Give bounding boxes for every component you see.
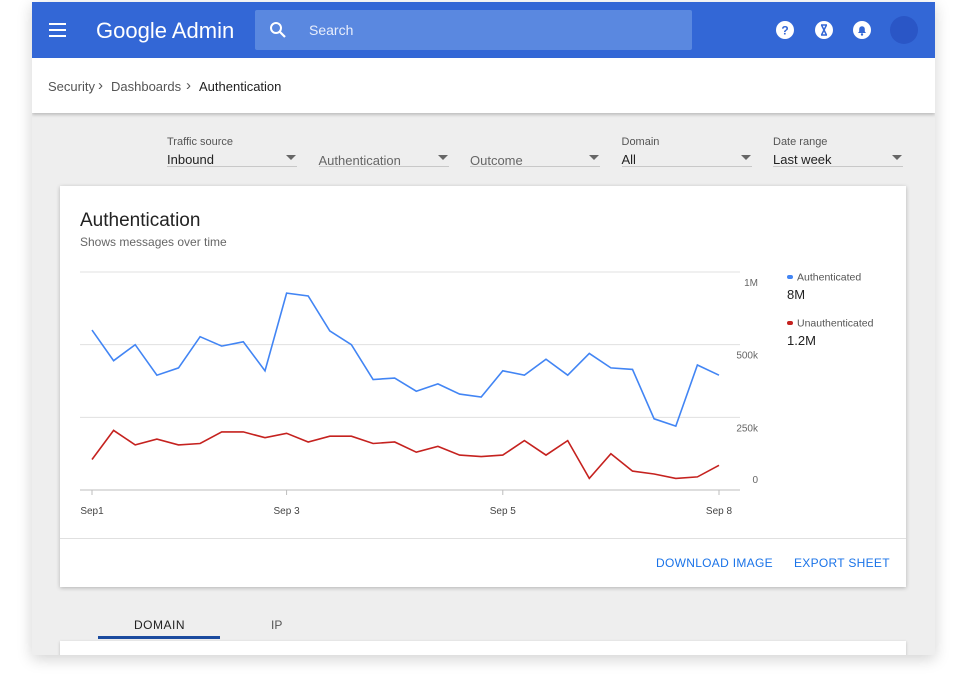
dropdown-arrow [437,155,448,160]
breadcrumb-separator: › [98,77,103,94]
filter-dropdown[interactable]: Outcome [470,136,600,168]
arrow-shape [740,155,751,160]
arrow-shape [589,155,599,160]
card-title: Authentication [80,210,201,231]
filter-dropdown[interactable]: Authentication [318,136,449,168]
filter-dropdown[interactable]: Date range Last week [773,136,903,167]
y-tick-label: 250k [736,423,759,434]
filter-dropdown[interactable]: Traffic source Inbound [167,136,297,167]
dropdown-arrow [740,155,751,160]
chart-card: Authentication Shows messages over time … [60,186,906,587]
legend-swatch [787,321,793,325]
menu-icon[interactable] [48,20,68,40]
breadcrumb[interactable]: Dashboards [111,79,182,94]
y-tick-label: 0 [752,475,758,486]
breadcrumb[interactable]: Security [48,79,95,94]
arrow-shape [437,155,448,160]
window: Google Admin Search ? Security › Dashboa… [32,2,935,655]
breadcrumb-separator: › [186,77,191,94]
card-subtitle: Shows messages over time [80,235,227,249]
x-tick-label: Sep1 [80,506,104,517]
table-card [60,641,906,655]
search-box[interactable]: Search [255,10,692,50]
filter-value: Authentication [318,153,401,168]
filter-value: All [621,152,636,167]
filter-label: Domain [621,136,660,148]
legend-total: 1.2M [787,333,816,348]
tab-indicator [98,636,220,639]
top-bar: Google Admin Search ? [32,2,935,58]
svg-text:?: ? [781,24,788,38]
dropdown-arrow [892,155,902,160]
filter-dropdown[interactable]: Domain All [621,136,752,167]
arrow-shape [286,155,296,160]
help-icon[interactable]: ? [774,19,796,41]
filter-label: Traffic source [167,136,234,148]
dropdown-arrow [286,155,296,160]
y-tick-label: 500k [736,351,759,362]
export-button[interactable]: EXPORT SHEET [794,556,890,570]
divider [60,538,906,539]
notification-icon[interactable] [851,19,873,41]
app-name: Google Admin [96,18,235,43]
legend-swatch [787,275,793,279]
search-icon [270,22,286,38]
tab[interactable]: IP [271,618,283,632]
filter-value: Last week [773,152,832,167]
x-tick-label: Sep 8 [706,506,733,517]
filter-value: Inbound [167,152,214,167]
x-tick-label: Sep 3 [274,506,301,517]
dropdown-arrow [589,155,599,160]
series-line [91,429,720,480]
tab[interactable]: DOMAIN [134,618,185,632]
download-button[interactable]: DOWNLOAD IMAGE [656,556,773,570]
legend-total: 8M [787,287,805,302]
search-placeholder: Search [309,22,354,38]
apps-icon[interactable] [813,19,835,41]
filter-value: Outcome [470,153,523,168]
breadcrumb-current: Authentication [199,79,282,94]
x-tick-label: Sep 5 [490,506,517,517]
y-tick-label: 1M [744,278,758,289]
series-line [91,292,720,428]
filter-label: Date range [773,136,828,148]
chart: 0 250k 500k 1M Sep1 Sep 3 Sep 5 Sep 8 Authentica… [80,271,874,517]
legend-label: Unauthenticated [797,318,874,330]
arrow-shape [892,155,902,160]
legend-label: Authenticated [797,272,861,284]
avatar[interactable] [890,16,918,44]
breadcrumb-bar: Security › Dashboards › Authentication [32,58,935,113]
